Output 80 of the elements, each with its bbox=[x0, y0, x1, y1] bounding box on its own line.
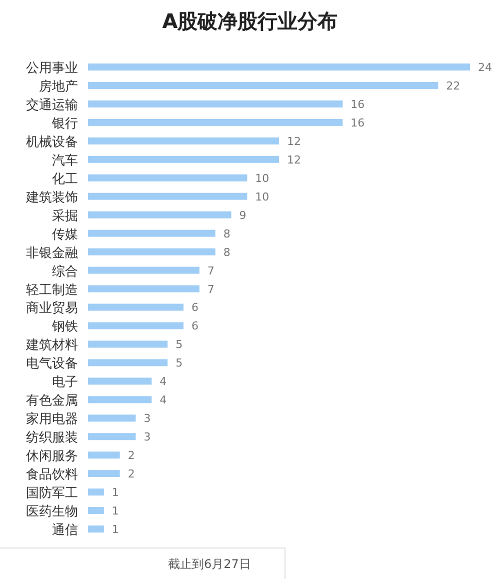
y-tick-label: 通信 bbox=[52, 523, 78, 538]
y-tick-label: 非银金融 bbox=[26, 246, 78, 261]
data-label: 7 bbox=[207, 282, 214, 296]
bar bbox=[88, 396, 152, 404]
y-tick-label: 钢铁 bbox=[51, 320, 78, 335]
y-tick-label: 综合 bbox=[52, 264, 78, 280]
bar bbox=[88, 64, 470, 70]
y-tick-label: 建筑材料 bbox=[25, 338, 78, 354]
data-label: 4 bbox=[160, 375, 167, 388]
y-tick-label: 商业贸易 bbox=[26, 301, 78, 316]
bar bbox=[88, 304, 184, 311]
data-label: 4 bbox=[160, 394, 167, 407]
data-label: 8 bbox=[223, 227, 230, 240]
bar bbox=[88, 192, 248, 200]
bar bbox=[88, 137, 279, 144]
bar bbox=[88, 452, 120, 459]
y-tick-label: 食品饮料 bbox=[26, 468, 78, 483]
bar bbox=[88, 156, 279, 163]
y-tick-label: 有色金属 bbox=[26, 394, 78, 409]
bar bbox=[88, 82, 438, 89]
data-label: 12 bbox=[287, 153, 301, 166]
data-label: 9 bbox=[239, 208, 246, 222]
data-label: 6 bbox=[192, 301, 198, 314]
data-label: 10 bbox=[255, 190, 270, 204]
y-tick-label: 汽车 bbox=[52, 153, 78, 168]
y-tick-label: 传媒 bbox=[52, 227, 78, 242]
y-tick-label: 机械设备 bbox=[26, 134, 78, 150]
data-label: 10 bbox=[255, 172, 270, 185]
bar bbox=[88, 100, 343, 108]
text: 截止到6月27日 bbox=[168, 557, 251, 571]
data-label: 1 bbox=[112, 486, 119, 500]
bar bbox=[88, 526, 104, 532]
bar bbox=[88, 378, 152, 385]
bar bbox=[88, 340, 168, 348]
y-tick-label: 采掘 bbox=[52, 208, 78, 224]
bar bbox=[88, 230, 216, 237]
bar bbox=[88, 359, 168, 366]
y-tick-label: 建筑装饰 bbox=[25, 190, 78, 206]
bar bbox=[88, 488, 104, 496]
y-tick-label: 交通运输 bbox=[26, 96, 78, 113]
data-label: 5 bbox=[176, 338, 183, 352]
data-label: 3 bbox=[144, 412, 151, 426]
data-label: 7 bbox=[207, 264, 214, 278]
bar bbox=[88, 211, 232, 218]
y-tick-label: 银行 bbox=[51, 116, 78, 132]
data-label: 24 bbox=[478, 61, 492, 74]
bar bbox=[88, 322, 184, 330]
data-label: 3 bbox=[144, 430, 151, 444]
y-tick-label: 家用电器 bbox=[26, 411, 78, 428]
y-tick-label: 休闲服务 bbox=[26, 449, 78, 464]
y-tick-label: 化工 bbox=[52, 172, 78, 187]
bar bbox=[88, 174, 248, 182]
y-tick-label: 医药生物 bbox=[26, 504, 78, 520]
data-label: 2 bbox=[128, 468, 135, 481]
data-label: 16 bbox=[350, 116, 365, 130]
y-tick-label: 电子 bbox=[52, 375, 78, 390]
bar bbox=[88, 285, 200, 292]
data-label: 5 bbox=[176, 356, 183, 370]
data-label: 6 bbox=[192, 320, 198, 333]
bar bbox=[88, 118, 343, 126]
data-label: 8 bbox=[223, 246, 230, 259]
y-tick-label: 国防军工 bbox=[26, 486, 78, 502]
bar bbox=[88, 266, 200, 274]
chart-title: A股破净股行业分布 bbox=[162, 9, 338, 33]
y-tick-label: 电气设备 bbox=[26, 356, 78, 372]
data-label: 1 bbox=[112, 523, 119, 536]
bar bbox=[88, 433, 136, 440]
bar bbox=[88, 470, 120, 478]
y-tick-label: 纺织服装 bbox=[26, 430, 78, 446]
bar bbox=[88, 248, 216, 256]
data-label: 2 bbox=[128, 449, 135, 462]
data-label: 16 bbox=[350, 98, 365, 111]
bar bbox=[88, 414, 136, 422]
data-label: 22 bbox=[446, 79, 460, 92]
data-label: 12 bbox=[287, 134, 301, 148]
y-tick-label: 轻工制造 bbox=[26, 282, 78, 298]
y-tick-label: 公用事业 bbox=[26, 61, 78, 76]
data-label: 1 bbox=[112, 504, 119, 518]
y-tick-label: 房地产 bbox=[39, 78, 78, 94]
bar bbox=[88, 507, 104, 514]
